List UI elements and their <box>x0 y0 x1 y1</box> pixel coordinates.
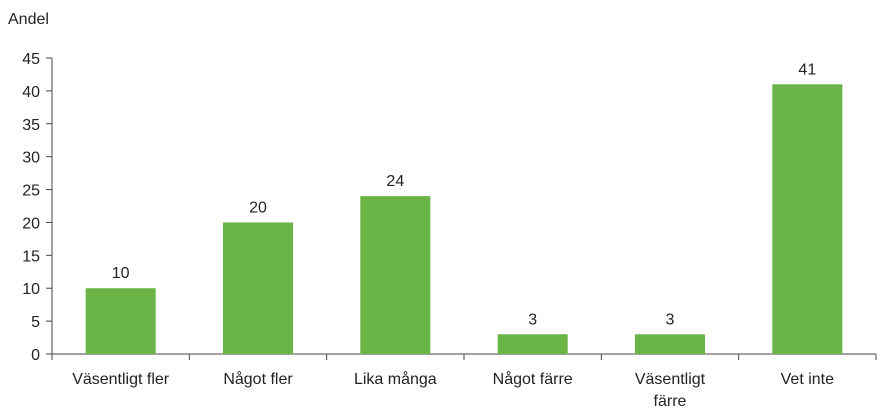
value-label: 20 <box>249 199 267 216</box>
bar <box>360 196 431 354</box>
bar <box>85 288 156 354</box>
y-tick-label: 15 <box>22 248 40 265</box>
x-tick-label: Väsentligt färre <box>635 371 706 409</box>
bar <box>634 334 706 354</box>
x-tick-label: Vet inte <box>781 371 834 388</box>
y-tick-label: 45 <box>22 51 40 68</box>
x-tick-label: Något färre <box>493 370 573 388</box>
y-tick-label: 10 <box>22 281 40 298</box>
x-tick-label: Lika många <box>354 370 437 388</box>
y-tick-label: 40 <box>22 84 40 101</box>
bar <box>772 84 843 355</box>
x-tick-label: Väsentligt fler <box>72 371 170 388</box>
value-label: 3 <box>666 311 675 328</box>
bar <box>497 334 568 354</box>
y-tick-label: 25 <box>22 183 40 200</box>
value-label: 24 <box>386 173 404 190</box>
value-label: 3 <box>528 311 537 328</box>
bar <box>222 222 294 354</box>
y-tick-label: 30 <box>22 150 40 167</box>
value-label: 41 <box>798 61 816 78</box>
y-tick-label: 5 <box>31 314 40 331</box>
y-tick-label: 0 <box>31 347 40 364</box>
x-tick-label: Något fler <box>223 370 293 388</box>
value-label: 10 <box>112 265 130 282</box>
y-tick-label: 35 <box>22 117 40 134</box>
y-tick-label: 20 <box>22 215 40 232</box>
y-axis-label: Andel <box>8 11 49 28</box>
